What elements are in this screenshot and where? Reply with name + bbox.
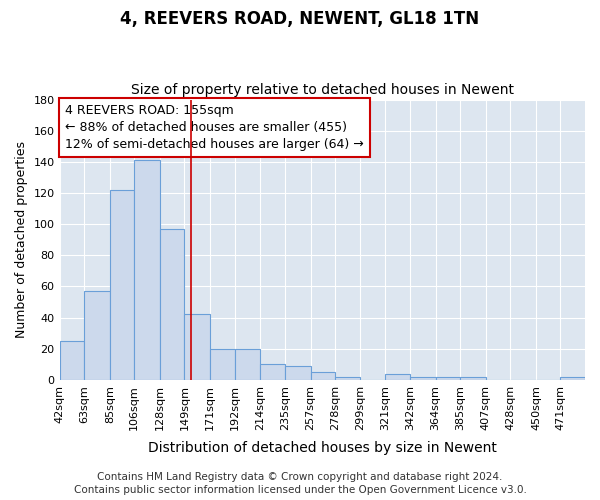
- Bar: [59, 341, 84, 380]
- Bar: [385, 374, 410, 380]
- Text: Contains HM Land Registry data © Crown copyright and database right 2024.
Contai: Contains HM Land Registry data © Crown c…: [74, 472, 526, 495]
- Bar: [110, 190, 134, 380]
- Bar: [560, 377, 585, 380]
- Bar: [184, 314, 210, 380]
- Bar: [436, 377, 460, 380]
- Bar: [210, 349, 235, 380]
- Bar: [460, 377, 486, 380]
- Title: Size of property relative to detached houses in Newent: Size of property relative to detached ho…: [131, 83, 514, 97]
- Bar: [285, 366, 311, 380]
- Bar: [160, 229, 184, 380]
- Bar: [260, 364, 285, 380]
- Bar: [235, 349, 260, 380]
- Bar: [311, 372, 335, 380]
- Y-axis label: Number of detached properties: Number of detached properties: [15, 141, 28, 338]
- Bar: [410, 377, 436, 380]
- Bar: [134, 160, 160, 380]
- Bar: [335, 377, 359, 380]
- Text: 4, REEVERS ROAD, NEWENT, GL18 1TN: 4, REEVERS ROAD, NEWENT, GL18 1TN: [121, 10, 479, 28]
- Text: 4 REEVERS ROAD: 155sqm
← 88% of detached houses are smaller (455)
12% of semi-de: 4 REEVERS ROAD: 155sqm ← 88% of detached…: [65, 104, 364, 151]
- X-axis label: Distribution of detached houses by size in Newent: Distribution of detached houses by size …: [148, 441, 497, 455]
- Bar: [84, 291, 110, 380]
